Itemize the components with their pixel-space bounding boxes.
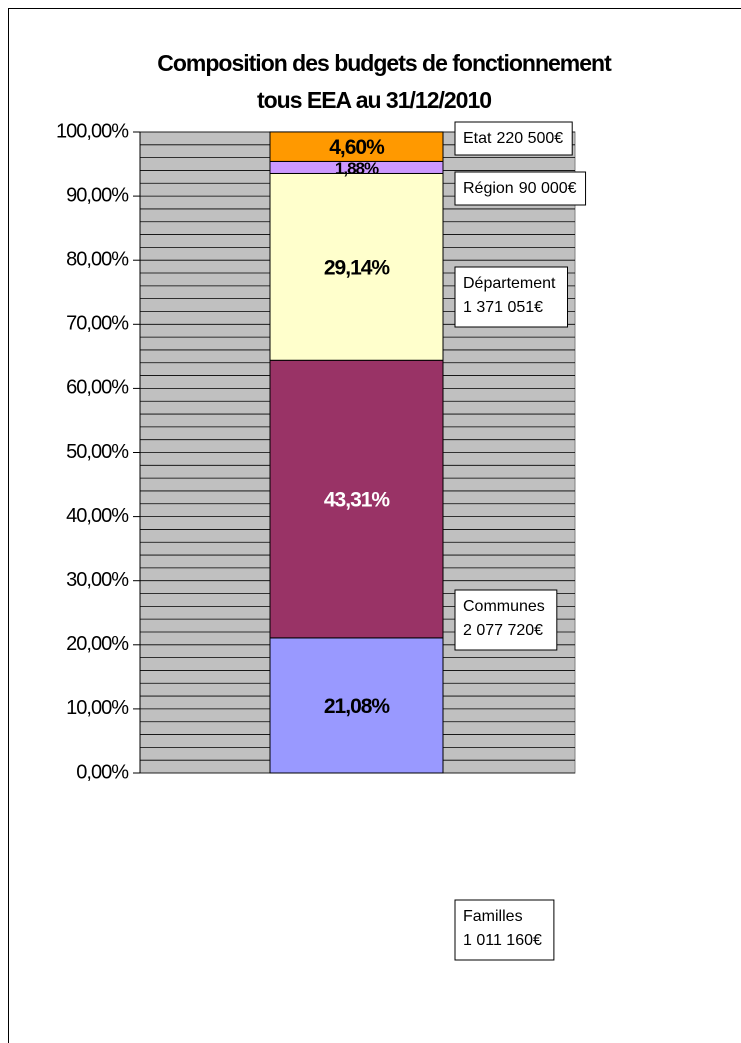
y-tick-label: 10,00%: [66, 697, 129, 719]
callout: Région 90 000€: [454, 171, 587, 206]
y-tick-label: 70,00%: [66, 313, 129, 335]
y-tick-label: 30,00%: [66, 569, 129, 591]
y-tick-label: 90,00%: [66, 184, 129, 206]
callout-name: Communes: [463, 598, 545, 615]
callout-box: [454, 171, 587, 206]
y-tick-label: 50,00%: [66, 441, 129, 463]
callout-amount: 1 011 160€: [463, 932, 542, 949]
data-label: 1,88%: [335, 159, 379, 178]
callout: Communes 2 077 720€: [454, 589, 558, 651]
callout: Département 1 371 051€: [454, 266, 568, 328]
callout-box: [454, 589, 558, 651]
data-label: 4,60%: [329, 136, 385, 159]
y-tick-label: 20,00%: [66, 633, 129, 655]
callout-box: [454, 266, 568, 328]
data-label: 29,14%: [324, 256, 391, 279]
callout-amount: 90 000€: [519, 180, 577, 197]
callout-name: Département: [463, 275, 556, 292]
callout: Familles 1 011 160€: [454, 899, 555, 961]
callout-name: Familles: [463, 908, 523, 925]
chart-title: tous EEA au 31/12/2010: [257, 87, 491, 113]
y-tick-label: 80,00%: [66, 248, 129, 270]
y-tick-label: 40,00%: [66, 505, 129, 527]
callout-amount: 2 077 720€: [463, 622, 543, 639]
y-tick-label: 100,00%: [56, 120, 129, 142]
callout-box: [454, 121, 573, 156]
bar-segment: [269, 131, 444, 162]
callout-amount: 1 371 051€: [463, 299, 543, 316]
y-tick-label: 60,00%: [66, 377, 129, 399]
bar-segment: [269, 172, 444, 361]
bar-segment: [269, 637, 444, 774]
callout: Etat 220 500€: [454, 121, 573, 156]
callout-amount: 220 500€: [496, 130, 563, 147]
data-label: 21,08%: [324, 695, 391, 718]
callout-name: Etat: [463, 130, 492, 147]
data-label: 43,31%: [324, 489, 391, 512]
y-tick-label: 0,00%: [76, 761, 129, 783]
callout-box: [454, 899, 555, 961]
callout-name: Région: [463, 180, 514, 197]
chart-title: Composition des budgets de fonctionnemen…: [157, 50, 612, 76]
